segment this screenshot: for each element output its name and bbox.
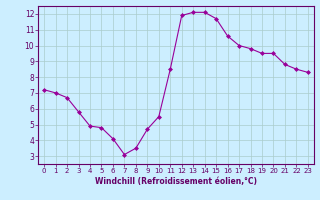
X-axis label: Windchill (Refroidissement éolien,°C): Windchill (Refroidissement éolien,°C) [95, 177, 257, 186]
